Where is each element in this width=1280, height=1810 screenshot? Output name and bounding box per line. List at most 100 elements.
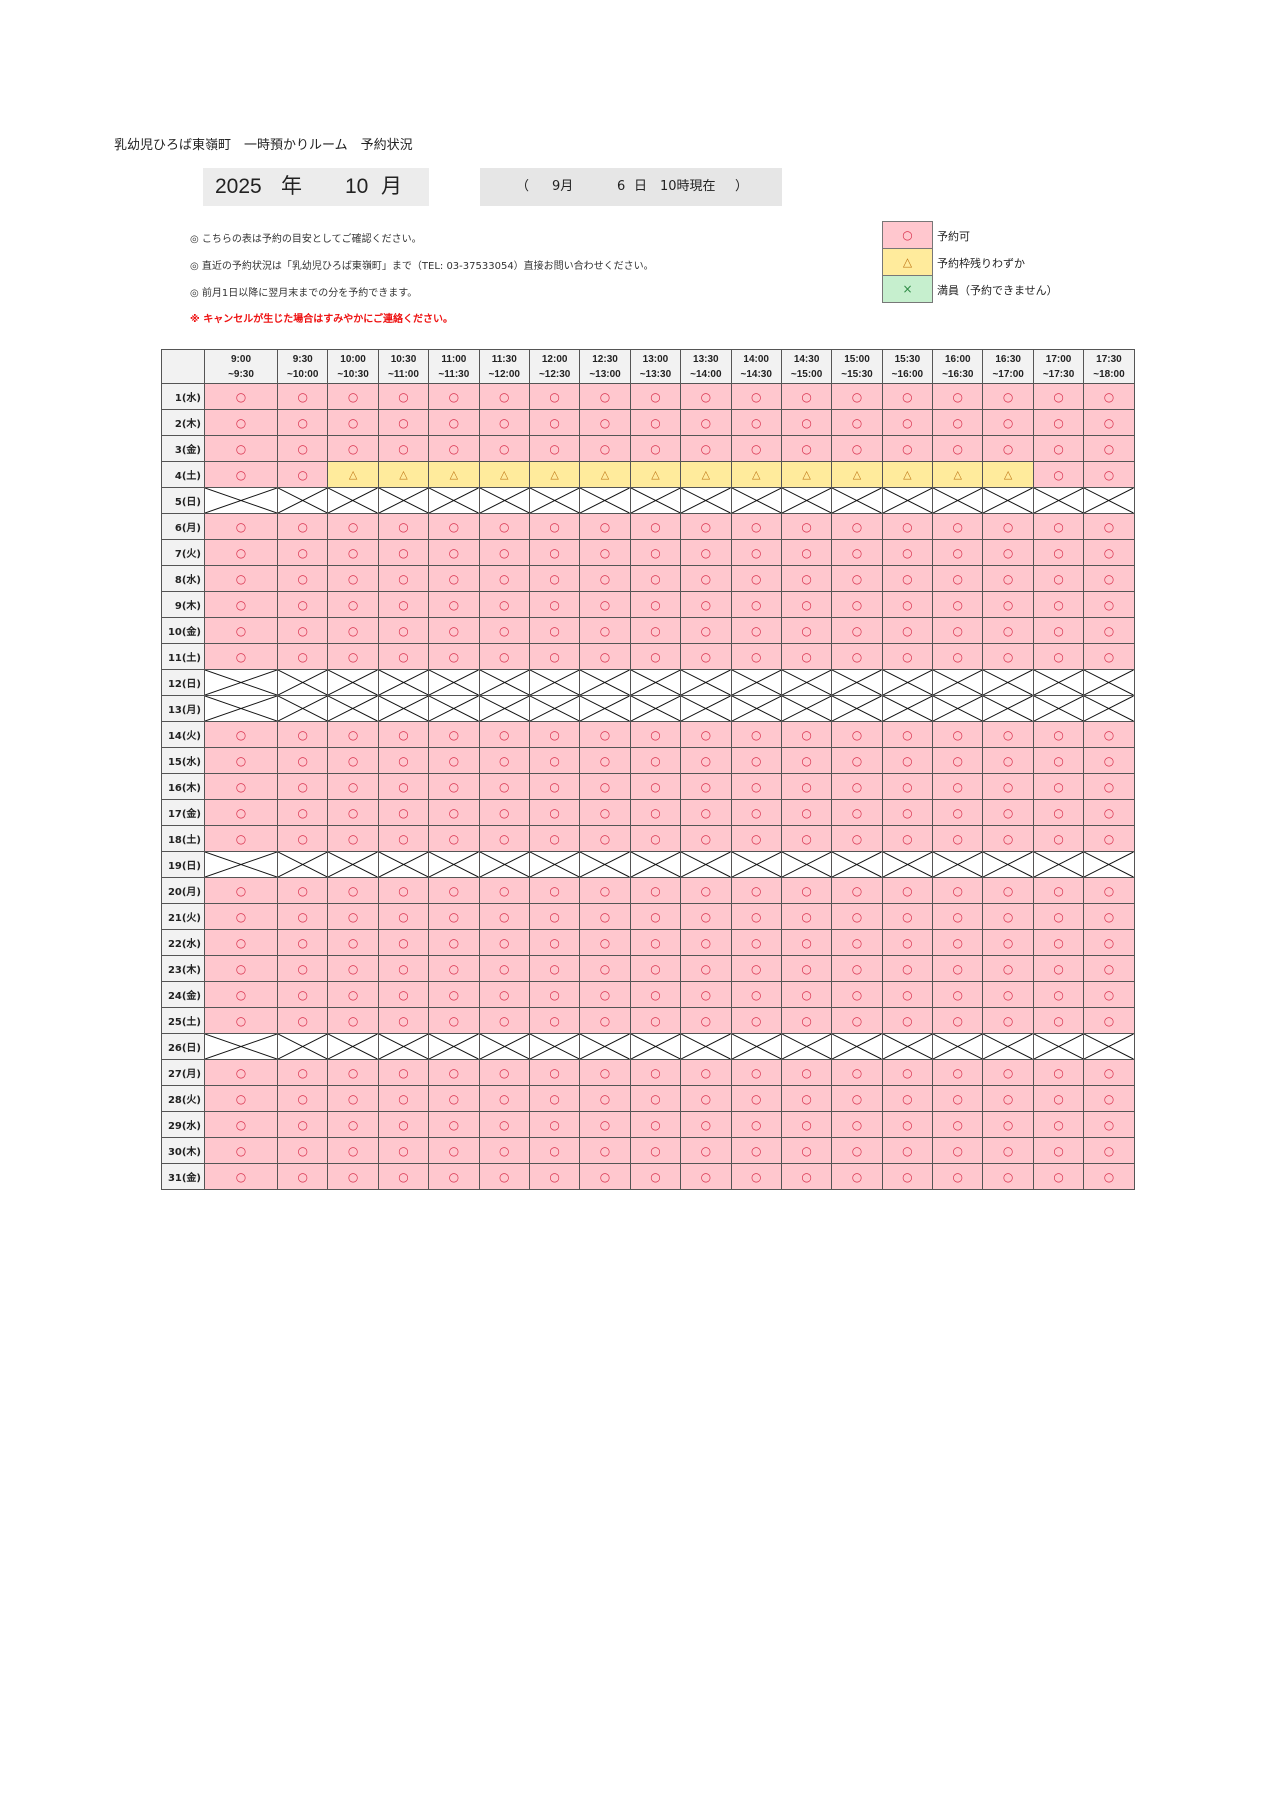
slot-few-left: △ [629, 461, 682, 488]
closed-cross-icon [580, 696, 629, 721]
slot-end: ~16:30 [942, 368, 974, 380]
slot-end: ~16:00 [891, 368, 924, 380]
slot-available: ○ [730, 513, 782, 540]
slot-available: ○ [1083, 825, 1135, 852]
slot-end: ~10:30 [337, 368, 369, 380]
closed-cross-icon [832, 696, 881, 721]
slot-available: ○ [1083, 799, 1135, 826]
slot-available: ○ [579, 799, 631, 826]
slot-available: ○ [377, 1059, 430, 1086]
slot-available: ○ [428, 929, 480, 956]
as-of-box: （ 9月 6 日 10時現在 ） [480, 168, 782, 206]
slot-available: ○ [327, 565, 379, 592]
slot-available: ○ [982, 1059, 1034, 1086]
closed-cell [982, 1033, 1034, 1060]
slot-available: ○ [780, 435, 833, 462]
day-label: 22(水) [161, 929, 205, 956]
slot-available: ○ [478, 825, 530, 852]
slot-available: ○ [881, 1163, 934, 1190]
slot-available: ○ [780, 409, 833, 436]
slot-available: ○ [204, 1137, 278, 1164]
slot-available: ○ [932, 955, 984, 982]
slot-available: ○ [982, 747, 1034, 774]
slot-available: ○ [377, 513, 430, 540]
closed-cross-icon [328, 852, 377, 877]
slot-available: ○ [680, 929, 732, 956]
slot-available: ○ [528, 513, 581, 540]
slot-available: ○ [780, 539, 833, 566]
slot-available: ○ [528, 825, 581, 852]
slot-available: ○ [982, 929, 1034, 956]
slot-available: ○ [428, 539, 480, 566]
slot-available: ○ [982, 877, 1034, 904]
slot-available: ○ [204, 721, 278, 748]
slot-available: ○ [831, 565, 883, 592]
closed-cross-icon [429, 1034, 478, 1059]
slot-available: ○ [428, 409, 480, 436]
closed-cross-icon [205, 852, 277, 877]
closed-cell [1083, 487, 1135, 514]
slot-available: ○ [680, 617, 732, 644]
cross-icon: × [882, 275, 933, 303]
slot-start: 17:00 [1045, 353, 1072, 365]
table-row: 17(金) ○ ○ ○ ○ ○ ○ ○ ○ ○ ○ ○ ○ ○ ○ ○ ○ ○ ○ [161, 799, 1135, 826]
slot-available: ○ [579, 825, 631, 852]
slot-available: ○ [680, 903, 732, 930]
slot-available: ○ [528, 643, 581, 670]
closed-cell [478, 487, 530, 514]
slot-available: ○ [780, 1007, 833, 1034]
closed-cross-icon [328, 670, 377, 695]
slot-available: ○ [629, 1007, 682, 1034]
slot-available: ○ [276, 591, 329, 618]
closed-cell [579, 1033, 631, 1060]
slot-end: ~17:00 [992, 368, 1024, 380]
slot-available: ○ [831, 955, 883, 982]
slot-available: ○ [204, 955, 278, 982]
closed-cell [276, 487, 329, 514]
slot-available: ○ [831, 1111, 883, 1138]
slot-available: ○ [780, 955, 833, 982]
day-label: 2(木) [161, 409, 205, 436]
slot-available: ○ [629, 981, 682, 1008]
slot-available: ○ [730, 1059, 782, 1086]
slot-available: ○ [276, 513, 329, 540]
day-label: 25(土) [161, 1007, 205, 1034]
slot-available: ○ [831, 617, 883, 644]
time-slot-header: 13:00 ~13:30 [629, 349, 682, 384]
slot-end: ~15:00 [790, 368, 823, 380]
slot-available: ○ [428, 383, 480, 410]
slot-available: ○ [932, 539, 984, 566]
closed-cross-icon [480, 1034, 529, 1059]
slot-start: 9:30 [292, 353, 313, 365]
slot-available: ○ [204, 461, 278, 488]
legend-available: ○ 予約可 [882, 221, 1058, 249]
closed-cross-icon [429, 696, 478, 721]
slot-available: ○ [680, 643, 732, 670]
closed-cross-icon [782, 852, 831, 877]
slot-available: ○ [276, 955, 329, 982]
slot-available: ○ [204, 877, 278, 904]
table-row: 27(月) ○ ○ ○ ○ ○ ○ ○ ○ ○ ○ ○ ○ ○ ○ ○ ○ ○ ○ [161, 1059, 1135, 1086]
closed-cell [528, 1033, 581, 1060]
slot-available: ○ [579, 643, 631, 670]
slot-available: ○ [982, 617, 1034, 644]
slot-available: ○ [629, 721, 682, 748]
closed-cross-icon [631, 670, 680, 695]
slot-available: ○ [932, 799, 984, 826]
table-row: 24(金) ○ ○ ○ ○ ○ ○ ○ ○ ○ ○ ○ ○ ○ ○ ○ ○ ○ ○ [161, 981, 1135, 1008]
slot-available: ○ [1032, 435, 1085, 462]
closed-cell [478, 851, 530, 878]
day-label: 7(火) [161, 539, 205, 566]
slot-available: ○ [1083, 1059, 1135, 1086]
slot-available: ○ [730, 409, 782, 436]
slot-available: ○ [629, 591, 682, 618]
closed-cross-icon [933, 852, 982, 877]
slot-available: ○ [276, 773, 329, 800]
slot-available: ○ [276, 981, 329, 1008]
slot-available: ○ [377, 955, 430, 982]
slot-available: ○ [780, 565, 833, 592]
closed-cross-icon [681, 852, 730, 877]
slot-available: ○ [204, 435, 278, 462]
slot-available: ○ [680, 1085, 732, 1112]
slot-available: ○ [932, 1137, 984, 1164]
